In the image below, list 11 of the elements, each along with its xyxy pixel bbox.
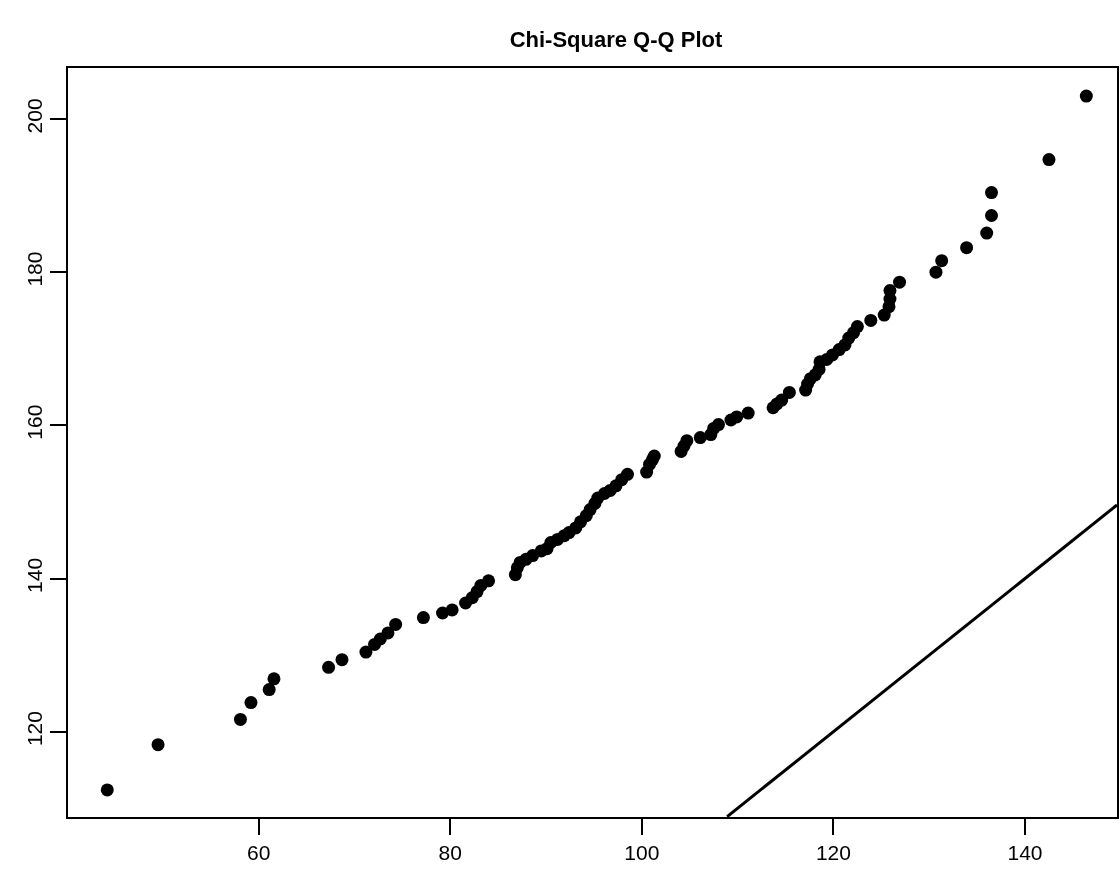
y-tick-label: 180 — [22, 251, 46, 287]
y-tick-label: 120 — [22, 711, 46, 747]
x-tick-label: 120 — [815, 840, 851, 864]
x-tick-label: 80 — [438, 840, 462, 864]
x-tick-label: 60 — [246, 840, 271, 864]
x-tick-label: 100 — [624, 840, 660, 864]
y-tick-label: 160 — [22, 404, 46, 440]
x-tick-label: 140 — [1007, 840, 1043, 864]
chart-title: Chi-Square Q-Q Plot — [509, 27, 723, 53]
y-tick-label: 200 — [22, 98, 46, 134]
y-tick-label: 140 — [22, 557, 46, 593]
